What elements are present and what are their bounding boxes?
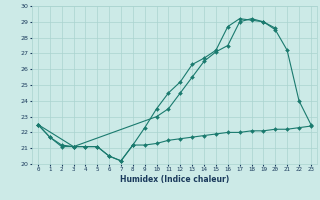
X-axis label: Humidex (Indice chaleur): Humidex (Indice chaleur) xyxy=(120,175,229,184)
